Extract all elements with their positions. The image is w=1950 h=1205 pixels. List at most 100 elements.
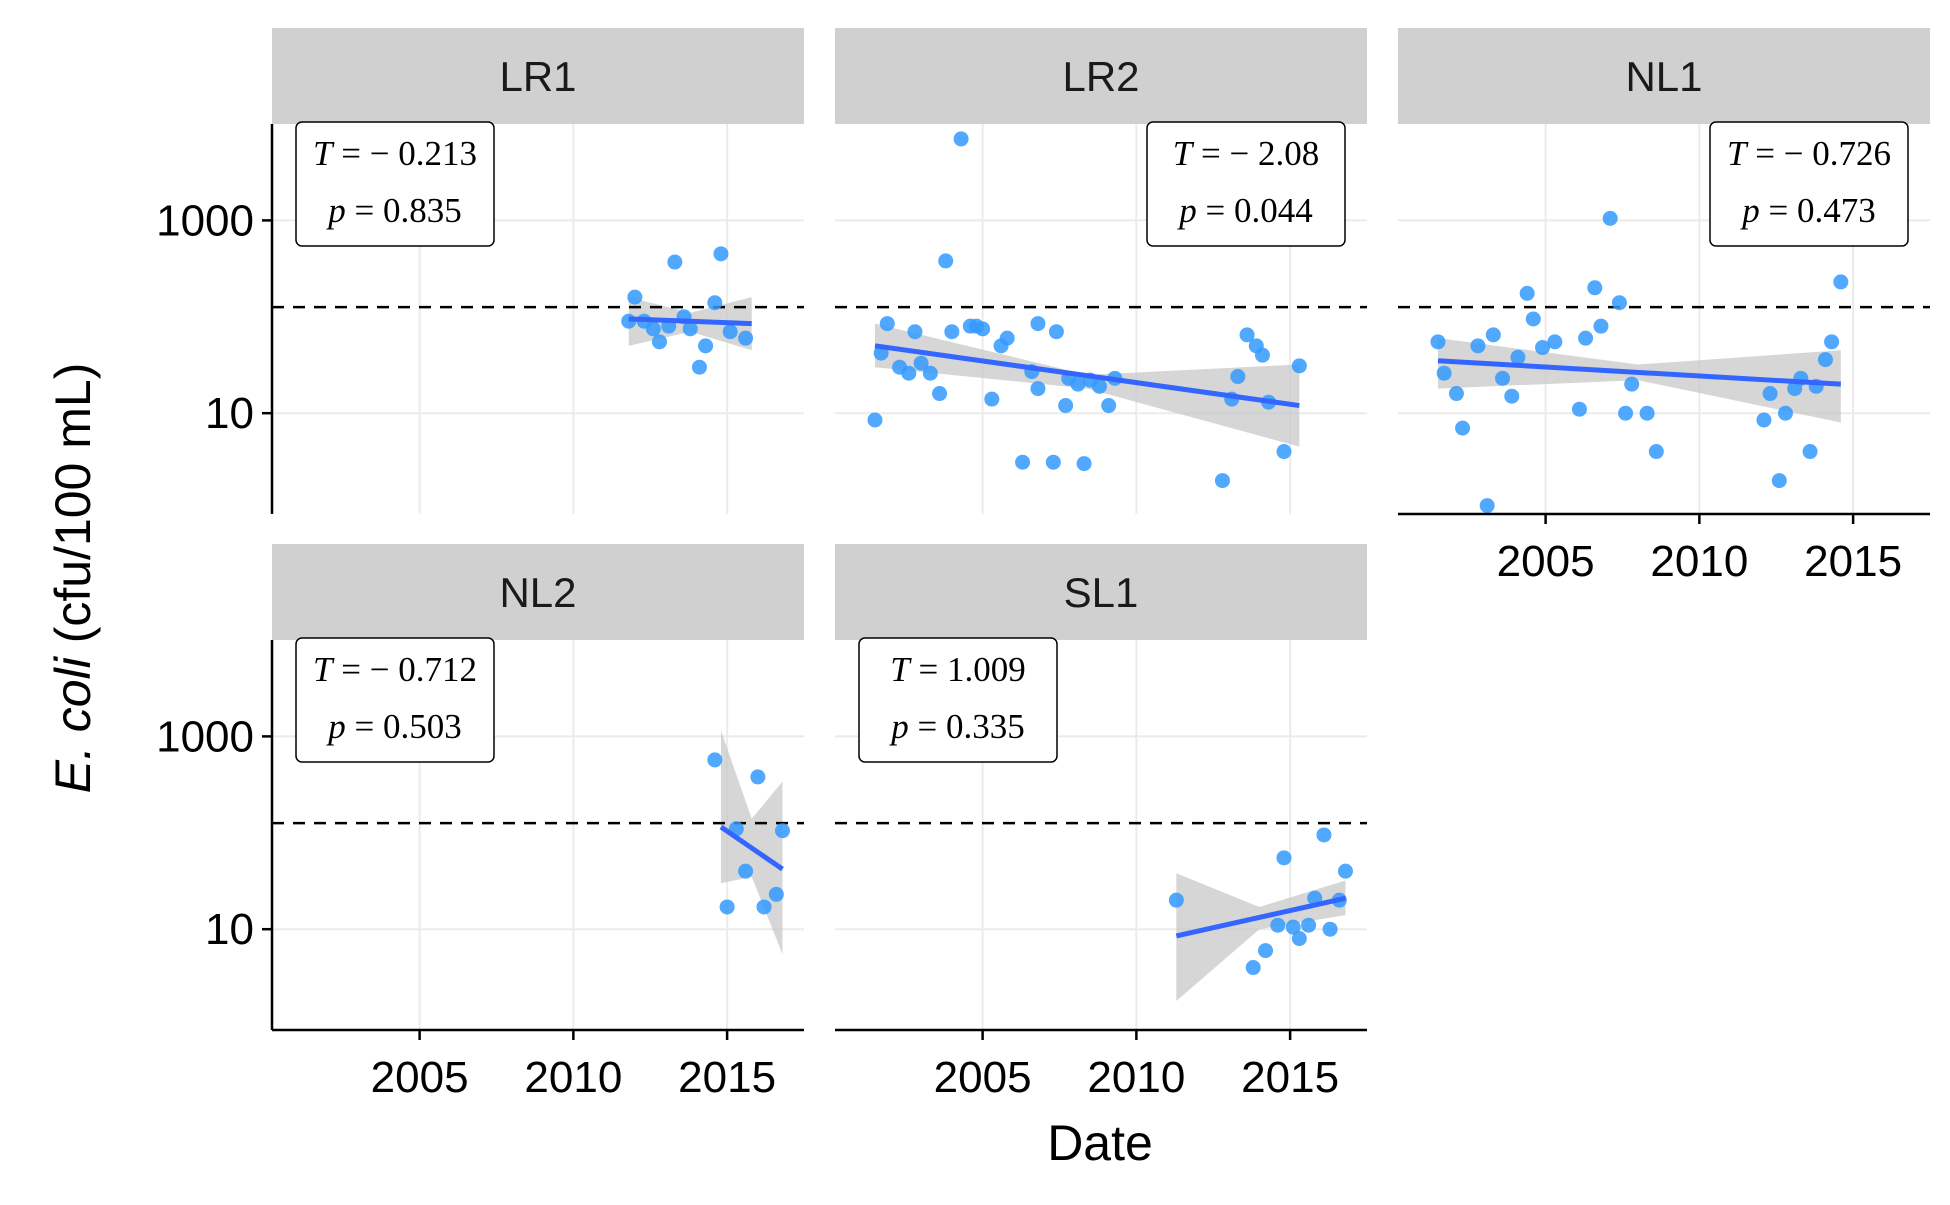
strip-label: NL2 — [499, 569, 576, 616]
data-point — [1648, 444, 1664, 460]
data-point — [1756, 412, 1772, 428]
x-tick-label: 2015 — [1241, 1053, 1339, 1102]
data-point — [1258, 943, 1274, 959]
data-point — [1624, 376, 1640, 392]
data-point — [682, 321, 698, 337]
data-point — [1485, 327, 1501, 343]
data-point — [1519, 285, 1535, 301]
panel-lr2: LR2 T = − 2.08 p = 0.044 — [835, 28, 1367, 514]
data-point — [1270, 917, 1286, 933]
data-point — [738, 863, 754, 879]
stat-t-number: = − 0.213 — [332, 134, 476, 173]
data-point — [651, 334, 667, 350]
x-tick-label: 2010 — [1087, 1053, 1185, 1102]
data-point — [738, 330, 754, 346]
data-point — [1168, 892, 1184, 908]
stat-p-number: = 0.335 — [909, 707, 1025, 746]
data-point — [707, 295, 723, 311]
strip-label: SL1 — [1064, 569, 1139, 616]
stats-box — [858, 637, 1058, 763]
data-point — [1030, 316, 1046, 332]
data-point — [719, 899, 735, 915]
data-point — [1058, 398, 1074, 414]
confidence-band — [1176, 873, 1346, 1001]
data-point — [1091, 378, 1107, 394]
data-point — [1504, 388, 1520, 404]
data-point — [1285, 919, 1301, 935]
data-point — [922, 365, 938, 381]
x-tick-label: 2015 — [1804, 537, 1902, 586]
stat-p-value: p = 0.335 — [888, 707, 1025, 746]
trend-line — [1437, 358, 1841, 387]
data-point — [1479, 498, 1495, 514]
data-point — [938, 253, 954, 269]
data-point — [1510, 349, 1526, 365]
stat-p-symbol: p — [325, 191, 346, 230]
data-point — [1436, 365, 1452, 381]
trend-line — [1175, 895, 1347, 939]
data-point — [1578, 330, 1594, 346]
data-point — [1322, 921, 1338, 937]
data-point — [627, 289, 643, 305]
stat-p-number: = 0.503 — [346, 707, 462, 746]
data-point — [953, 131, 969, 147]
data-point — [1611, 295, 1627, 311]
strip-background — [835, 544, 1367, 640]
trend-line — [874, 343, 1300, 409]
data-point — [707, 752, 723, 768]
data-point — [944, 324, 960, 340]
y-axis-title: E. coli (cfu/100 mL) — [45, 363, 101, 794]
data-point — [1593, 318, 1609, 334]
data-point — [774, 823, 790, 839]
data-point — [1802, 444, 1818, 460]
stat-p-value: p = 0.835 — [325, 191, 462, 230]
data-point — [1547, 334, 1563, 350]
data-point — [1824, 334, 1840, 350]
stat-t-symbol: T — [313, 650, 335, 689]
data-point — [1448, 386, 1464, 402]
strip-label: NL1 — [1625, 53, 1702, 100]
x-tick-label: 2015 — [678, 1053, 776, 1102]
x-tick-label: 2005 — [371, 1053, 469, 1102]
data-point — [667, 254, 683, 270]
data-point — [1337, 863, 1353, 879]
strip-label: LR2 — [1062, 53, 1139, 100]
data-point — [1254, 347, 1270, 363]
stat-p-number: = 0.835 — [346, 191, 462, 230]
data-point — [713, 246, 729, 262]
stat-p-symbol: p — [1176, 191, 1197, 230]
y-tick-label: 10 — [205, 905, 254, 954]
data-point — [913, 355, 929, 371]
data-point — [1762, 386, 1778, 402]
data-point — [1817, 352, 1833, 368]
stat-t-number: = − 0.726 — [1746, 134, 1890, 173]
x-tick-label: 2005 — [1497, 537, 1595, 586]
stat-t-value: T = − 0.726 — [1727, 134, 1891, 173]
data-point — [1239, 327, 1255, 343]
stat-t-symbol: T — [890, 650, 912, 689]
stat-p-value: p = 0.503 — [325, 707, 462, 746]
confidence-band — [720, 730, 783, 955]
data-point — [1430, 334, 1446, 350]
stat-t-value: T = 1.009 — [890, 650, 1025, 689]
x-tick-label: 2010 — [524, 1053, 622, 1102]
y-tick-label: 1000 — [156, 712, 254, 761]
stat-t-symbol: T — [1173, 134, 1195, 173]
stats-box — [295, 121, 495, 247]
stats-box — [1709, 121, 1909, 247]
data-point — [999, 330, 1015, 346]
trend-line — [719, 824, 784, 872]
stat-t-value: T = − 0.712 — [313, 650, 477, 689]
y-axis-title-italic: E. coli — [45, 655, 101, 793]
data-point — [1214, 473, 1230, 489]
data-point — [1070, 376, 1086, 392]
stat-t-number: = − 2.08 — [1192, 134, 1319, 173]
data-point — [1535, 340, 1551, 356]
strip-label: LR1 — [499, 53, 576, 100]
data-point — [1602, 210, 1618, 226]
stat-t-value: T = − 2.08 — [1173, 134, 1319, 173]
strip-background — [1398, 28, 1930, 124]
